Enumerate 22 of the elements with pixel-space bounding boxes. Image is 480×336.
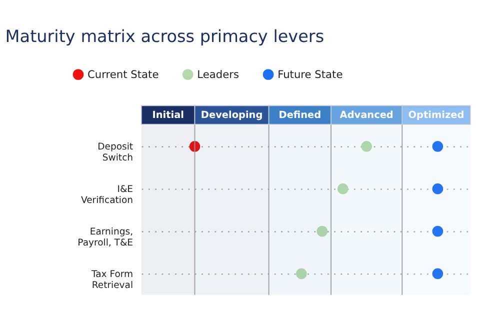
point <box>432 183 444 194</box>
y-tick-label: Deposit Switch <box>98 141 134 164</box>
legend-label: Future State <box>278 69 343 82</box>
point <box>316 226 328 237</box>
point <box>296 268 307 280</box>
point <box>361 140 372 152</box>
y-tick-label: Tax Form Retrieval <box>90 268 134 291</box>
band-label: Defined <box>278 110 322 122</box>
band-label: Optimized <box>408 110 464 122</box>
point <box>432 268 444 280</box>
legend-label: Current State <box>88 69 159 82</box>
legend-label: Leaders <box>197 69 239 82</box>
band-label: Advanced <box>340 110 394 122</box>
band-label: Developing <box>200 110 263 122</box>
point <box>337 183 348 194</box>
point <box>189 140 200 152</box>
point <box>432 226 444 237</box>
y-tick-label: I&E Verification <box>80 184 134 206</box>
chart-title: Maturity matrix across primacy levers <box>5 26 324 46</box>
y-tick-label: Earnings, Payroll, T&E <box>78 226 134 248</box>
point <box>432 140 444 152</box>
band-label: Initial <box>152 110 184 122</box>
